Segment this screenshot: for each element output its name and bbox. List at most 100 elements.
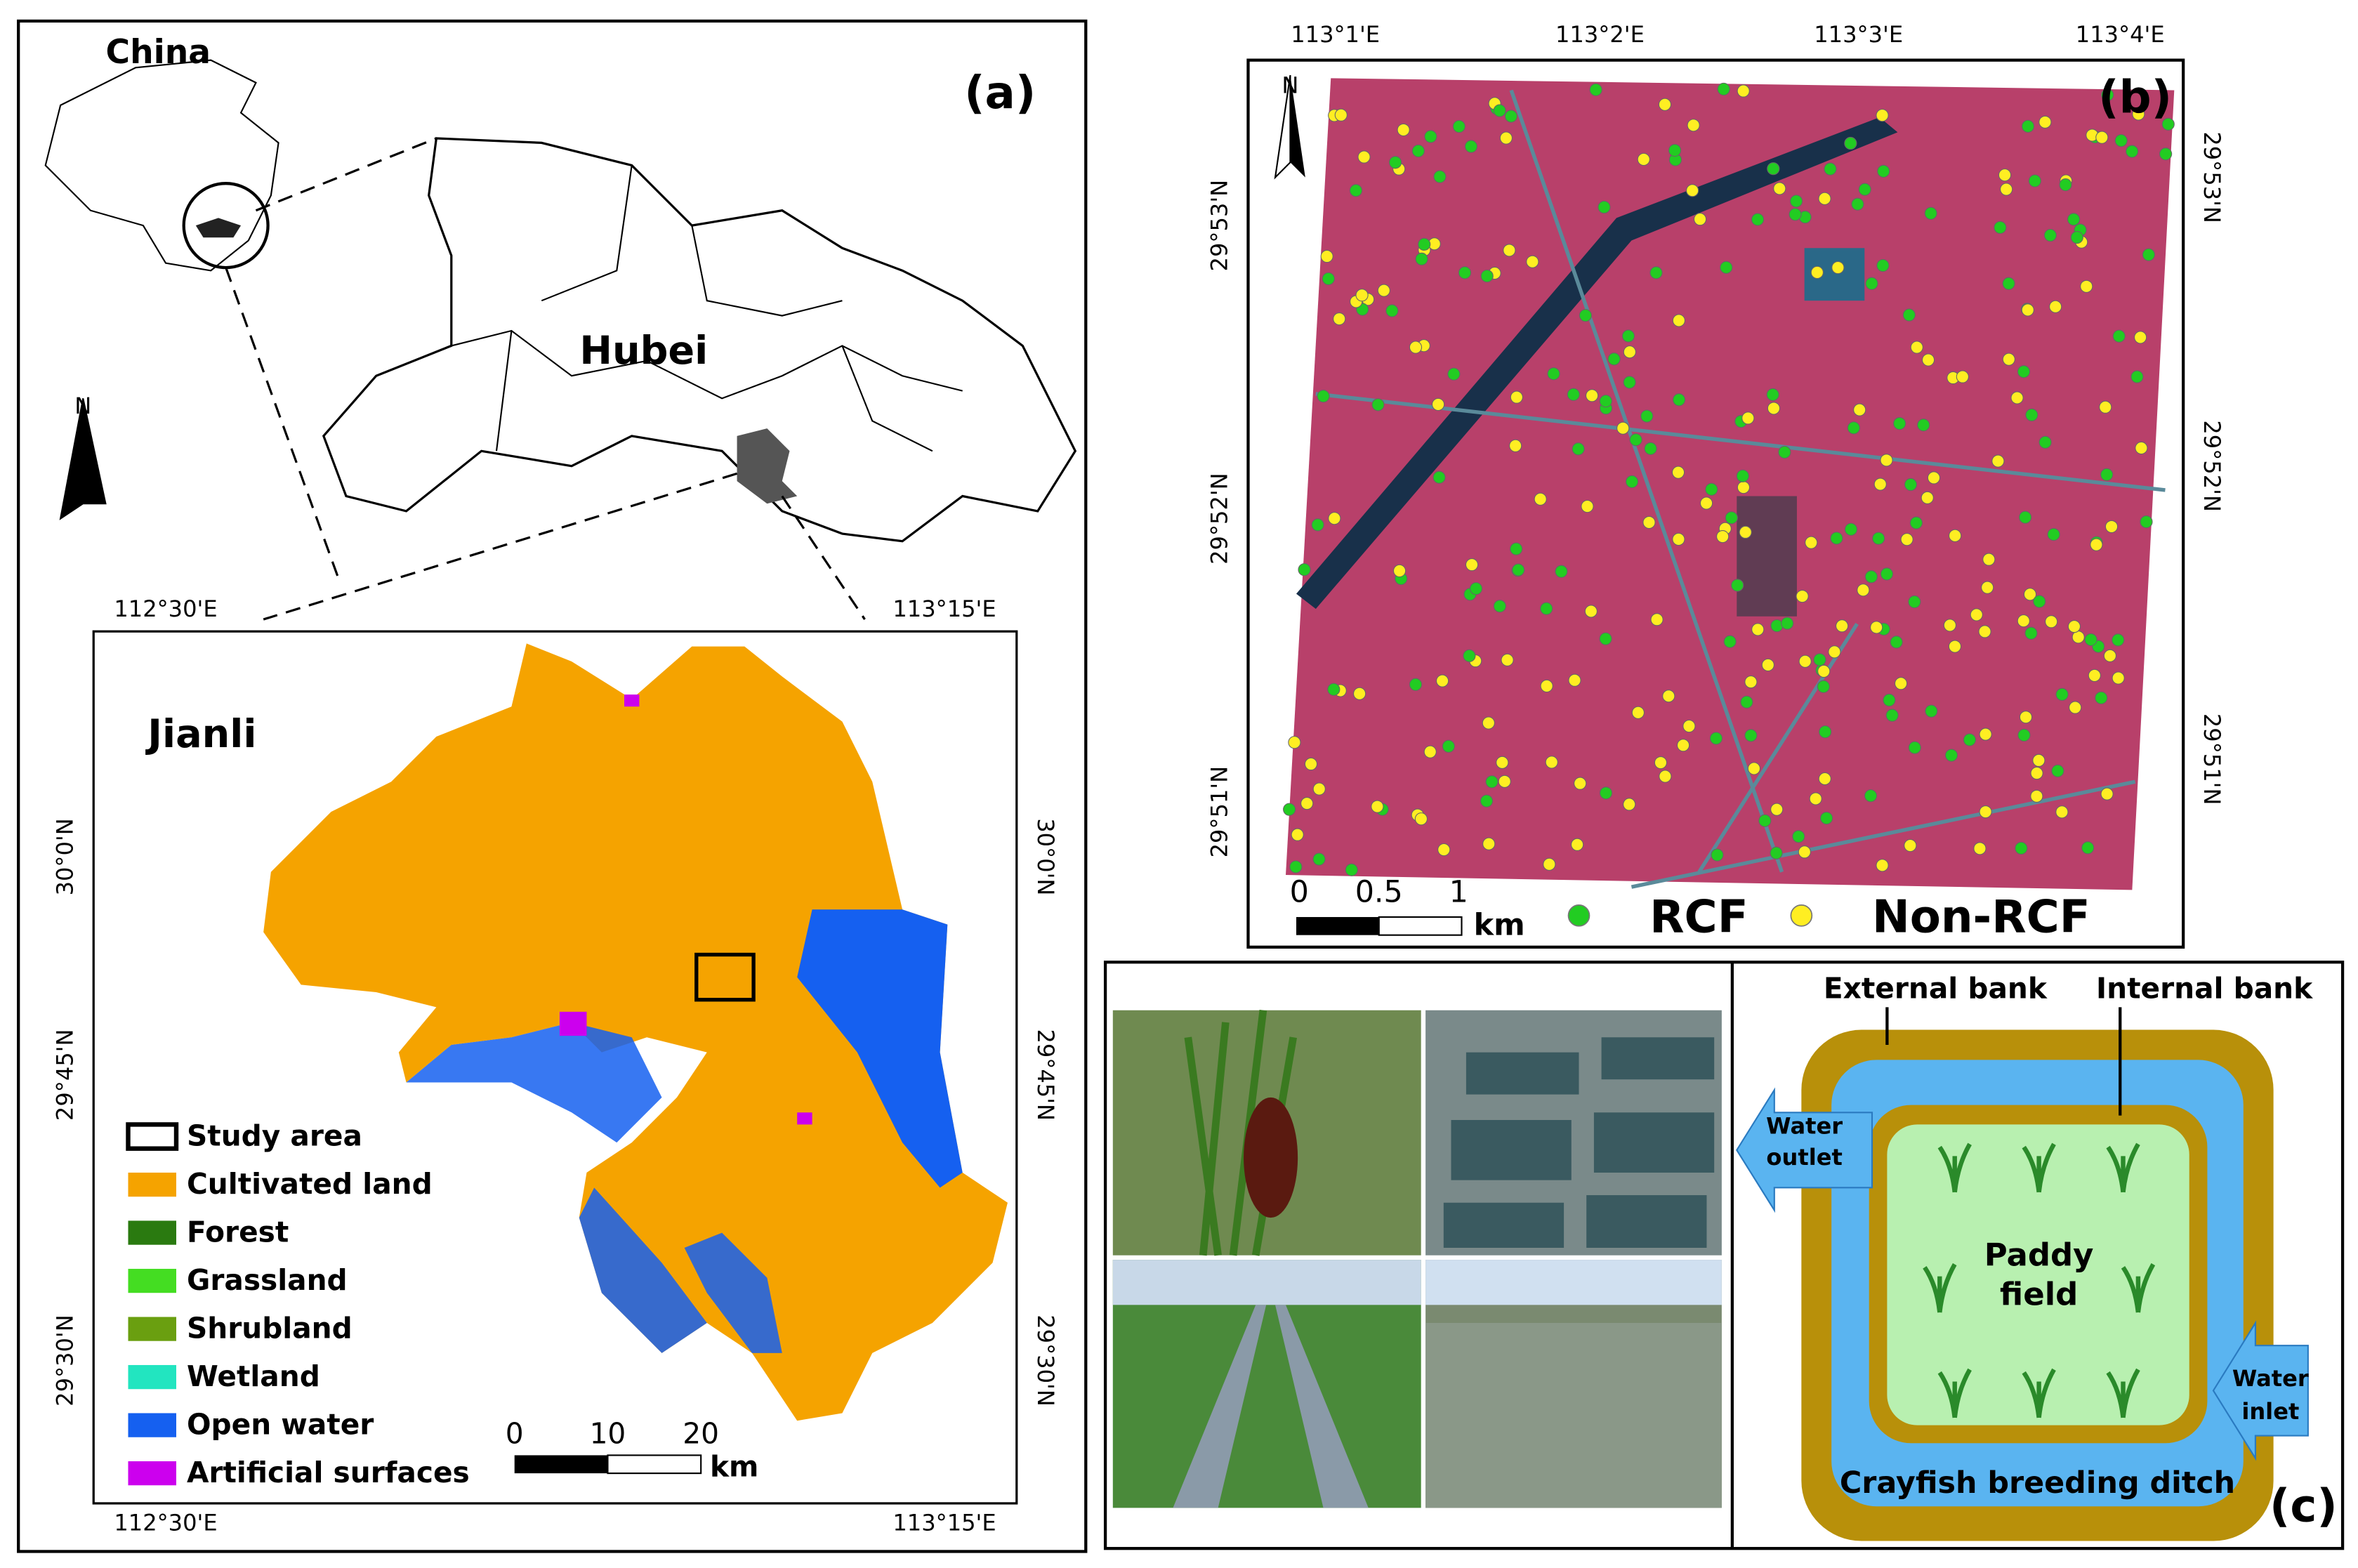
sample-point	[2114, 134, 2128, 147]
sample-point	[1567, 388, 1580, 401]
sample-point	[1568, 673, 1581, 687]
jianli-in-hubei	[737, 428, 798, 504]
sample-point	[1872, 532, 1885, 545]
sample-point	[1668, 143, 1682, 157]
sample-point	[1442, 739, 1455, 753]
legend-label: Shrubland	[187, 1311, 353, 1345]
sample-point	[1649, 266, 1663, 279]
sample-point	[1607, 353, 1621, 366]
legend-label: Non-RCF	[1872, 890, 2090, 943]
sample-point	[1501, 653, 1514, 666]
legend-swatch	[128, 1268, 176, 1293]
sample-point	[2038, 115, 2052, 129]
sample-point	[1908, 741, 1921, 754]
sample-point	[1870, 621, 1883, 634]
sample-point	[1751, 623, 1765, 636]
sample-point	[1504, 110, 1518, 123]
photo-aerial-ponds	[1443, 1037, 1715, 1248]
sample-point	[1693, 213, 1707, 226]
sample-point	[1572, 442, 1585, 456]
sample-point	[1579, 309, 1593, 322]
sample-point	[1581, 499, 1594, 513]
sample-point	[1623, 345, 1636, 359]
sample-point	[1625, 475, 1639, 489]
sample-point	[2047, 528, 2060, 541]
urban-patch	[624, 694, 640, 707]
sample-point	[1818, 192, 1831, 205]
sample-point	[1876, 109, 1889, 122]
rice-icon	[2121, 1263, 2156, 1313]
sample-point	[1890, 635, 1903, 649]
sample-point	[1758, 814, 1772, 827]
rice-icons	[1923, 1142, 2156, 1418]
scale-bar	[514, 1455, 608, 1474]
hubei-label: Hubei	[579, 328, 708, 374]
scale-label: 0	[506, 1416, 524, 1450]
sample-point	[1876, 258, 1890, 272]
sample-point	[2067, 213, 2081, 226]
sample-point	[1921, 353, 1935, 367]
sample-point	[2051, 764, 2064, 777]
sample-point	[1409, 341, 1423, 354]
road	[1315, 392, 2166, 492]
panel-label: (b)	[2098, 72, 2172, 124]
sample-point	[1970, 608, 1983, 621]
sample-point	[1798, 845, 1811, 859]
sample-point	[2023, 588, 2037, 601]
top-tick: 113°3'E	[1814, 21, 1903, 48]
sample-point	[1510, 390, 1523, 404]
inlet-label: Water	[2232, 1365, 2309, 1392]
sample-point	[1744, 729, 1758, 742]
sample-point	[2010, 391, 2024, 404]
sample-point	[1659, 770, 1672, 783]
sample-point	[1414, 812, 1428, 826]
sample-point	[1589, 83, 1602, 96]
sample-point	[2030, 766, 2043, 780]
leader-line	[781, 495, 866, 620]
sample-point	[1623, 376, 1636, 389]
sample-point	[2030, 789, 2043, 803]
panel-label: (c)	[2270, 1480, 2338, 1533]
sample-point	[2072, 631, 2085, 644]
sample-point	[1767, 162, 1780, 176]
sample-point	[2112, 329, 2126, 343]
sample-point	[1654, 756, 1668, 770]
bottom-tick: 112°30'E	[114, 1509, 217, 1536]
jianli-label: Jianli	[145, 711, 256, 757]
sample-point	[1480, 794, 1494, 808]
legend: RCF Non-RCF	[1567, 890, 2090, 943]
sample-point	[1944, 749, 1958, 762]
sample-point	[1312, 852, 1326, 866]
sample-point	[1415, 252, 1428, 265]
leader-line	[263, 472, 738, 621]
sample-point	[1547, 367, 1560, 381]
sample-point	[1599, 786, 1613, 800]
sample-point	[1493, 600, 1506, 613]
pond	[1443, 1202, 1565, 1248]
panel-c: External bank Internal bank Water outlet…	[1103, 961, 2345, 1550]
sample-point	[1304, 757, 1318, 771]
sample-point	[1672, 314, 1685, 327]
sample-point	[1353, 687, 1366, 700]
sample-point	[1288, 736, 1301, 749]
sample-point	[1672, 532, 1685, 546]
sample-point	[2025, 408, 2038, 421]
sample-point	[1388, 156, 1402, 169]
sample-point	[1853, 403, 1866, 416]
sample-point	[2021, 119, 2035, 133]
sample-point	[1709, 732, 1723, 745]
sample-point	[1880, 567, 1894, 581]
sample-point	[1298, 563, 1311, 577]
sample-point	[2080, 279, 2093, 293]
sample-point	[1873, 477, 1887, 491]
sample-point	[2130, 370, 2144, 383]
sample-point	[2028, 174, 2041, 187]
sample-point	[1424, 130, 1437, 143]
sample-point	[1739, 525, 1752, 539]
sample-point	[1864, 789, 1878, 803]
sample-point	[1534, 492, 1547, 506]
legend-swatch	[128, 1364, 176, 1390]
sample-point	[1623, 798, 1636, 811]
leader-line	[255, 137, 437, 212]
left-tick: 29°52'N	[1206, 473, 1233, 565]
